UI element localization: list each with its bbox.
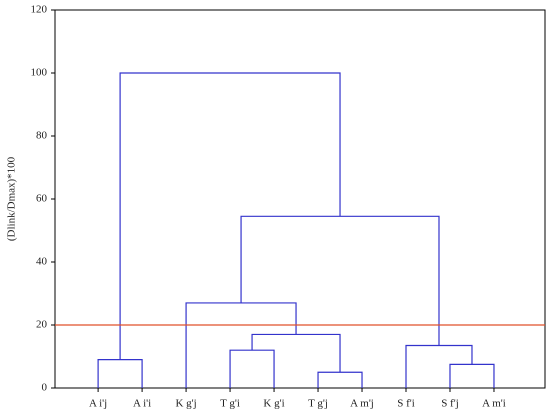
dendrogram-link [97,359,143,388]
leaf-label: A m'i [482,398,506,410]
leaf-label: K g'j [175,398,196,410]
leaf-label: T g'j [308,398,328,410]
dendrogram-link [240,215,440,346]
y-tick-label: 0 [42,382,48,394]
leaf-label: K g'i [263,398,284,410]
plot-frame [54,9,546,389]
leaf-label: S f'j [441,398,459,410]
leaf-label: S f'i [397,398,415,410]
leaf-label: A m'j [350,398,374,410]
dendrogram-link [185,302,297,388]
dendrogram-link [449,363,495,388]
dendrogram-link [317,371,363,388]
y-tick-label: 100 [31,67,48,79]
y-tick-label: 80 [36,130,48,142]
leaf-label: T g'i [220,398,240,410]
dendrogram-link [119,72,341,360]
dendrogram-link [229,349,275,388]
y-tick-label: 120 [31,4,48,16]
y-tick-label: 40 [36,256,48,268]
leaf-label: A i'i [133,398,151,410]
dendrogram-link [405,344,473,388]
y-axis-label: (Dlink/Dmax)*100 [6,156,18,241]
y-tick-label: 20 [36,319,48,331]
dendrogram-link [251,333,341,373]
y-tick-label: 60 [36,193,48,205]
leaf-label: A i'j [89,398,107,410]
